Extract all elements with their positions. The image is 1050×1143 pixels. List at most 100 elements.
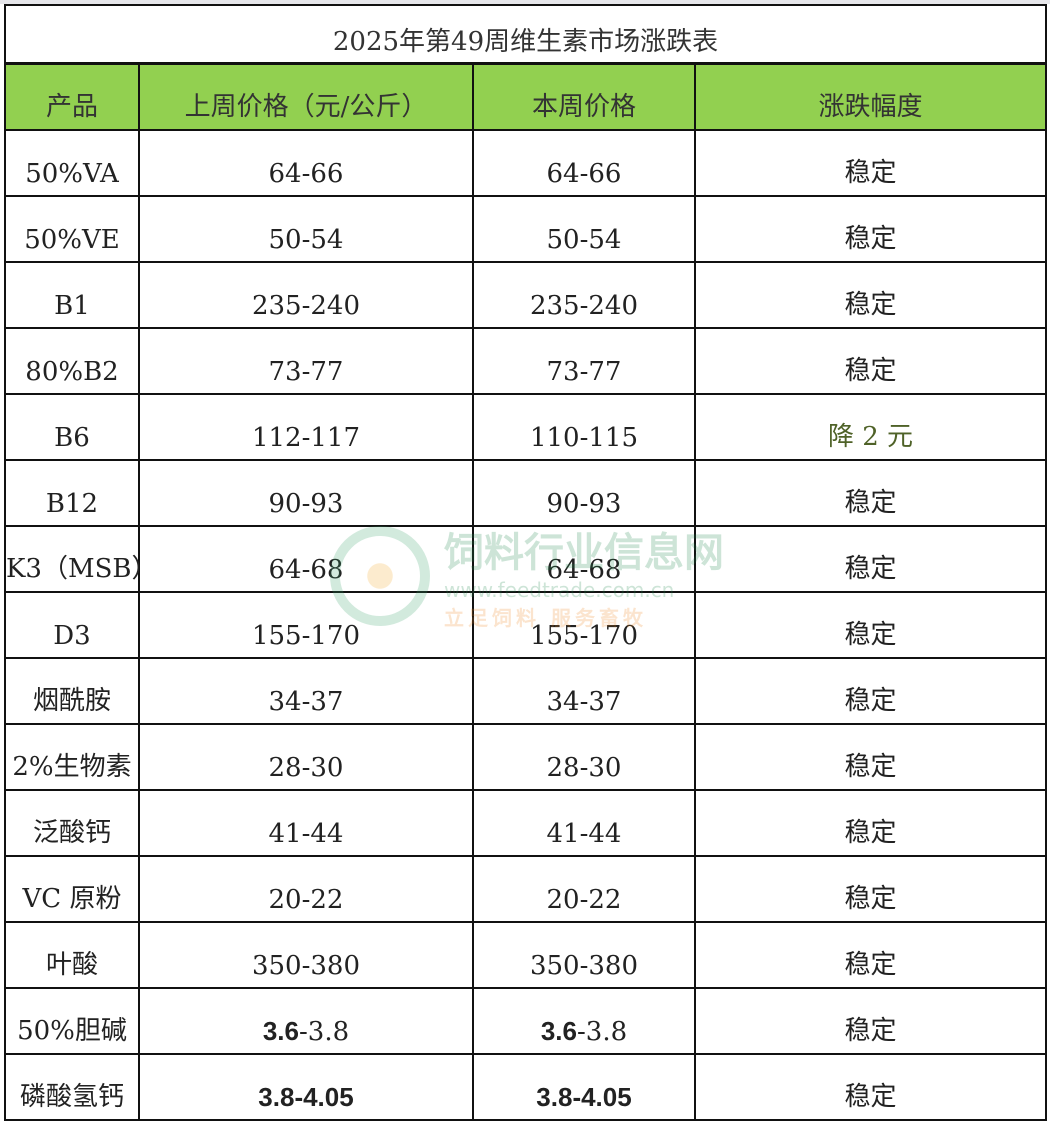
last-week-price-cell-text: 350-380 <box>251 951 361 981</box>
change-cell-text: 稳定 <box>844 224 897 254</box>
last-week-price-cell-text: 64-68 <box>268 555 344 585</box>
header-last-week-price: 上周价格（元/公斤） <box>138 62 474 131</box>
table-row: VC 原粉 20-22 20-22 稳定 <box>4 855 1048 923</box>
this-week-price-cell-text: 110-115 <box>529 423 639 453</box>
this-week-price-cell-text: 28-30 <box>546 753 622 783</box>
change-cell: 稳定 <box>693 525 1048 593</box>
change-cell-text: 稳定 <box>844 554 897 584</box>
this-week-price-cell: 50-54 <box>472 195 696 263</box>
change-cell-text: 稳定 <box>844 158 897 188</box>
table-row: B12 90-93 90-93 稳定 <box>4 459 1048 527</box>
header-change: 涨跌幅度 <box>693 62 1048 131</box>
last-week-price-cell: 41-44 <box>138 789 474 857</box>
last-week-price-cell: 3.8-4.05 <box>138 1053 474 1121</box>
table-row: B6 112-117 110-115 降 2 元 <box>4 393 1048 461</box>
this-week-price-cell: 28-30 <box>472 723 696 791</box>
table-row: B1 235-240 235-240 稳定 <box>4 261 1048 329</box>
last-week-price-cell-text: 155-170 <box>251 621 361 651</box>
this-week-price-cell-text: 350-380 <box>529 951 639 981</box>
change-cell: 稳定 <box>693 591 1048 659</box>
last-week-price-cell-text: 112-117 <box>251 423 361 453</box>
vitamin-price-table: 2025年第49周维生素市场涨跌表 产品 上周价格（元/公斤） 本周价格 涨跌幅… <box>3 4 1048 1121</box>
this-week-price-cell-text: 235-240 <box>529 291 639 321</box>
table-row: 磷酸氢钙 3.8-4.05 3.8-4.05 稳定 <box>4 1053 1048 1121</box>
product-cell: B12 <box>4 459 140 527</box>
this-week-price-cell: 235-240 <box>472 261 696 329</box>
last-week-price-cell: 90-93 <box>138 459 474 527</box>
change-cell: 稳定 <box>693 657 1048 725</box>
last-week-price-cell-bold-part: 3.8-4.05 <box>258 1082 354 1112</box>
product-cell: D3 <box>4 591 140 659</box>
product-cell: 磷酸氢钙 <box>4 1053 140 1121</box>
table-row: 烟酰胺 34-37 34-37 稳定 <box>4 657 1048 725</box>
this-week-price-cell-text: 34-37 <box>546 687 622 717</box>
this-week-price-cell-text: 50-54 <box>546 225 622 255</box>
change-cell-text: 稳定 <box>844 884 897 914</box>
product-cell: K3（MSB） <box>4 525 158 593</box>
table-row: K3（MSB） 64-68 64-68 稳定 <box>4 525 1048 593</box>
table-row: 泛酸钙 41-44 41-44 稳定 <box>4 789 1048 857</box>
table-row: 2%生物素 28-30 28-30 稳定 <box>4 723 1048 791</box>
change-cell-text: 稳定 <box>844 1016 897 1046</box>
table-row: D3 155-170 155-170 稳定 <box>4 591 1048 659</box>
this-week-price-cell-text: 90-93 <box>546 489 622 519</box>
this-week-price-cell-text: -3.8 <box>577 1017 628 1047</box>
last-week-price-cell-text: 50-54 <box>268 225 344 255</box>
this-week-price-cell: 34-37 <box>472 657 696 725</box>
last-week-price-cell-text: 73-77 <box>268 357 344 387</box>
change-cell: 稳定 <box>693 261 1048 329</box>
table-row: 50%VA 64-66 64-66 稳定 <box>4 129 1048 197</box>
product-cell-text: B6 <box>54 423 90 453</box>
last-week-price-cell: 20-22 <box>138 855 474 923</box>
change-cell-text: 稳定 <box>844 290 897 320</box>
product-cell-text: 50%VA <box>25 159 119 189</box>
last-week-price-cell-text: -3.8 <box>299 1017 350 1047</box>
change-cell-text: 稳定 <box>844 818 897 848</box>
product-cell-text: VC 原粉 <box>22 884 122 914</box>
product-cell: 50%胆碱 <box>4 987 140 1055</box>
change-cell: 稳定 <box>693 921 1048 989</box>
this-week-price-cell-bold-part: 3.6 <box>540 1016 577 1046</box>
change-cell-text: 稳定 <box>844 620 897 650</box>
product-cell: B1 <box>4 261 140 329</box>
this-week-price-cell: 41-44 <box>472 789 696 857</box>
product-cell-text: 磷酸氢钙 <box>19 1082 124 1112</box>
product-cell: 80%B2 <box>4 327 140 395</box>
product-cell-text: B12 <box>45 489 99 519</box>
table-row: 80%B2 73-77 73-77 稳定 <box>4 327 1048 395</box>
product-cell-text: 叶酸 <box>45 950 98 980</box>
last-week-price-cell-text: 235-240 <box>251 291 361 321</box>
product-cell-text: K3（MSB） <box>6 554 158 584</box>
change-cell: 稳定 <box>693 459 1048 527</box>
this-week-price-cell-text: 64-68 <box>546 555 622 585</box>
change-cell: 稳定 <box>693 327 1048 395</box>
title-row: 2025年第49周维生素市场涨跌表 <box>3 4 1048 65</box>
change-cell: 稳定 <box>693 723 1048 791</box>
product-cell-text: D3 <box>53 621 91 651</box>
change-cell-text: 稳定 <box>844 686 897 716</box>
last-week-price-cell-text: 90-93 <box>268 489 344 519</box>
this-week-price-cell-text: 64-66 <box>546 159 622 189</box>
this-week-price-cell-text: 155-170 <box>529 621 639 651</box>
last-week-price-cell: 34-37 <box>138 657 474 725</box>
product-cell: 泛酸钙 <box>4 789 140 857</box>
this-week-price-cell-text: 73-77 <box>546 357 622 387</box>
last-week-price-cell: 112-117 <box>138 393 474 461</box>
this-week-price-cell: 64-68 <box>472 525 696 593</box>
last-week-price-cell: 155-170 <box>138 591 474 659</box>
product-cell: 50%VA <box>4 129 140 197</box>
this-week-price-cell: 90-93 <box>472 459 696 527</box>
this-week-price-cell: 73-77 <box>472 327 696 395</box>
this-week-price-cell: 3.6-3.8 <box>472 987 696 1055</box>
product-cell: B6 <box>4 393 140 461</box>
last-week-price-cell-text: 64-66 <box>268 159 344 189</box>
this-week-price-cell-text: 41-44 <box>546 819 622 849</box>
product-cell-text: 烟酰胺 <box>32 686 111 716</box>
product-cell-text: 2%生物素 <box>12 752 132 782</box>
product-cell: 烟酰胺 <box>4 657 140 725</box>
last-week-price-cell-text: 28-30 <box>268 753 344 783</box>
change-cell-text: 稳定 <box>844 356 897 386</box>
last-week-price-cell: 3.6-3.8 <box>138 987 474 1055</box>
this-week-price-cell: 3.8-4.05 <box>472 1053 696 1121</box>
change-cell: 降 2 元 <box>693 393 1048 461</box>
